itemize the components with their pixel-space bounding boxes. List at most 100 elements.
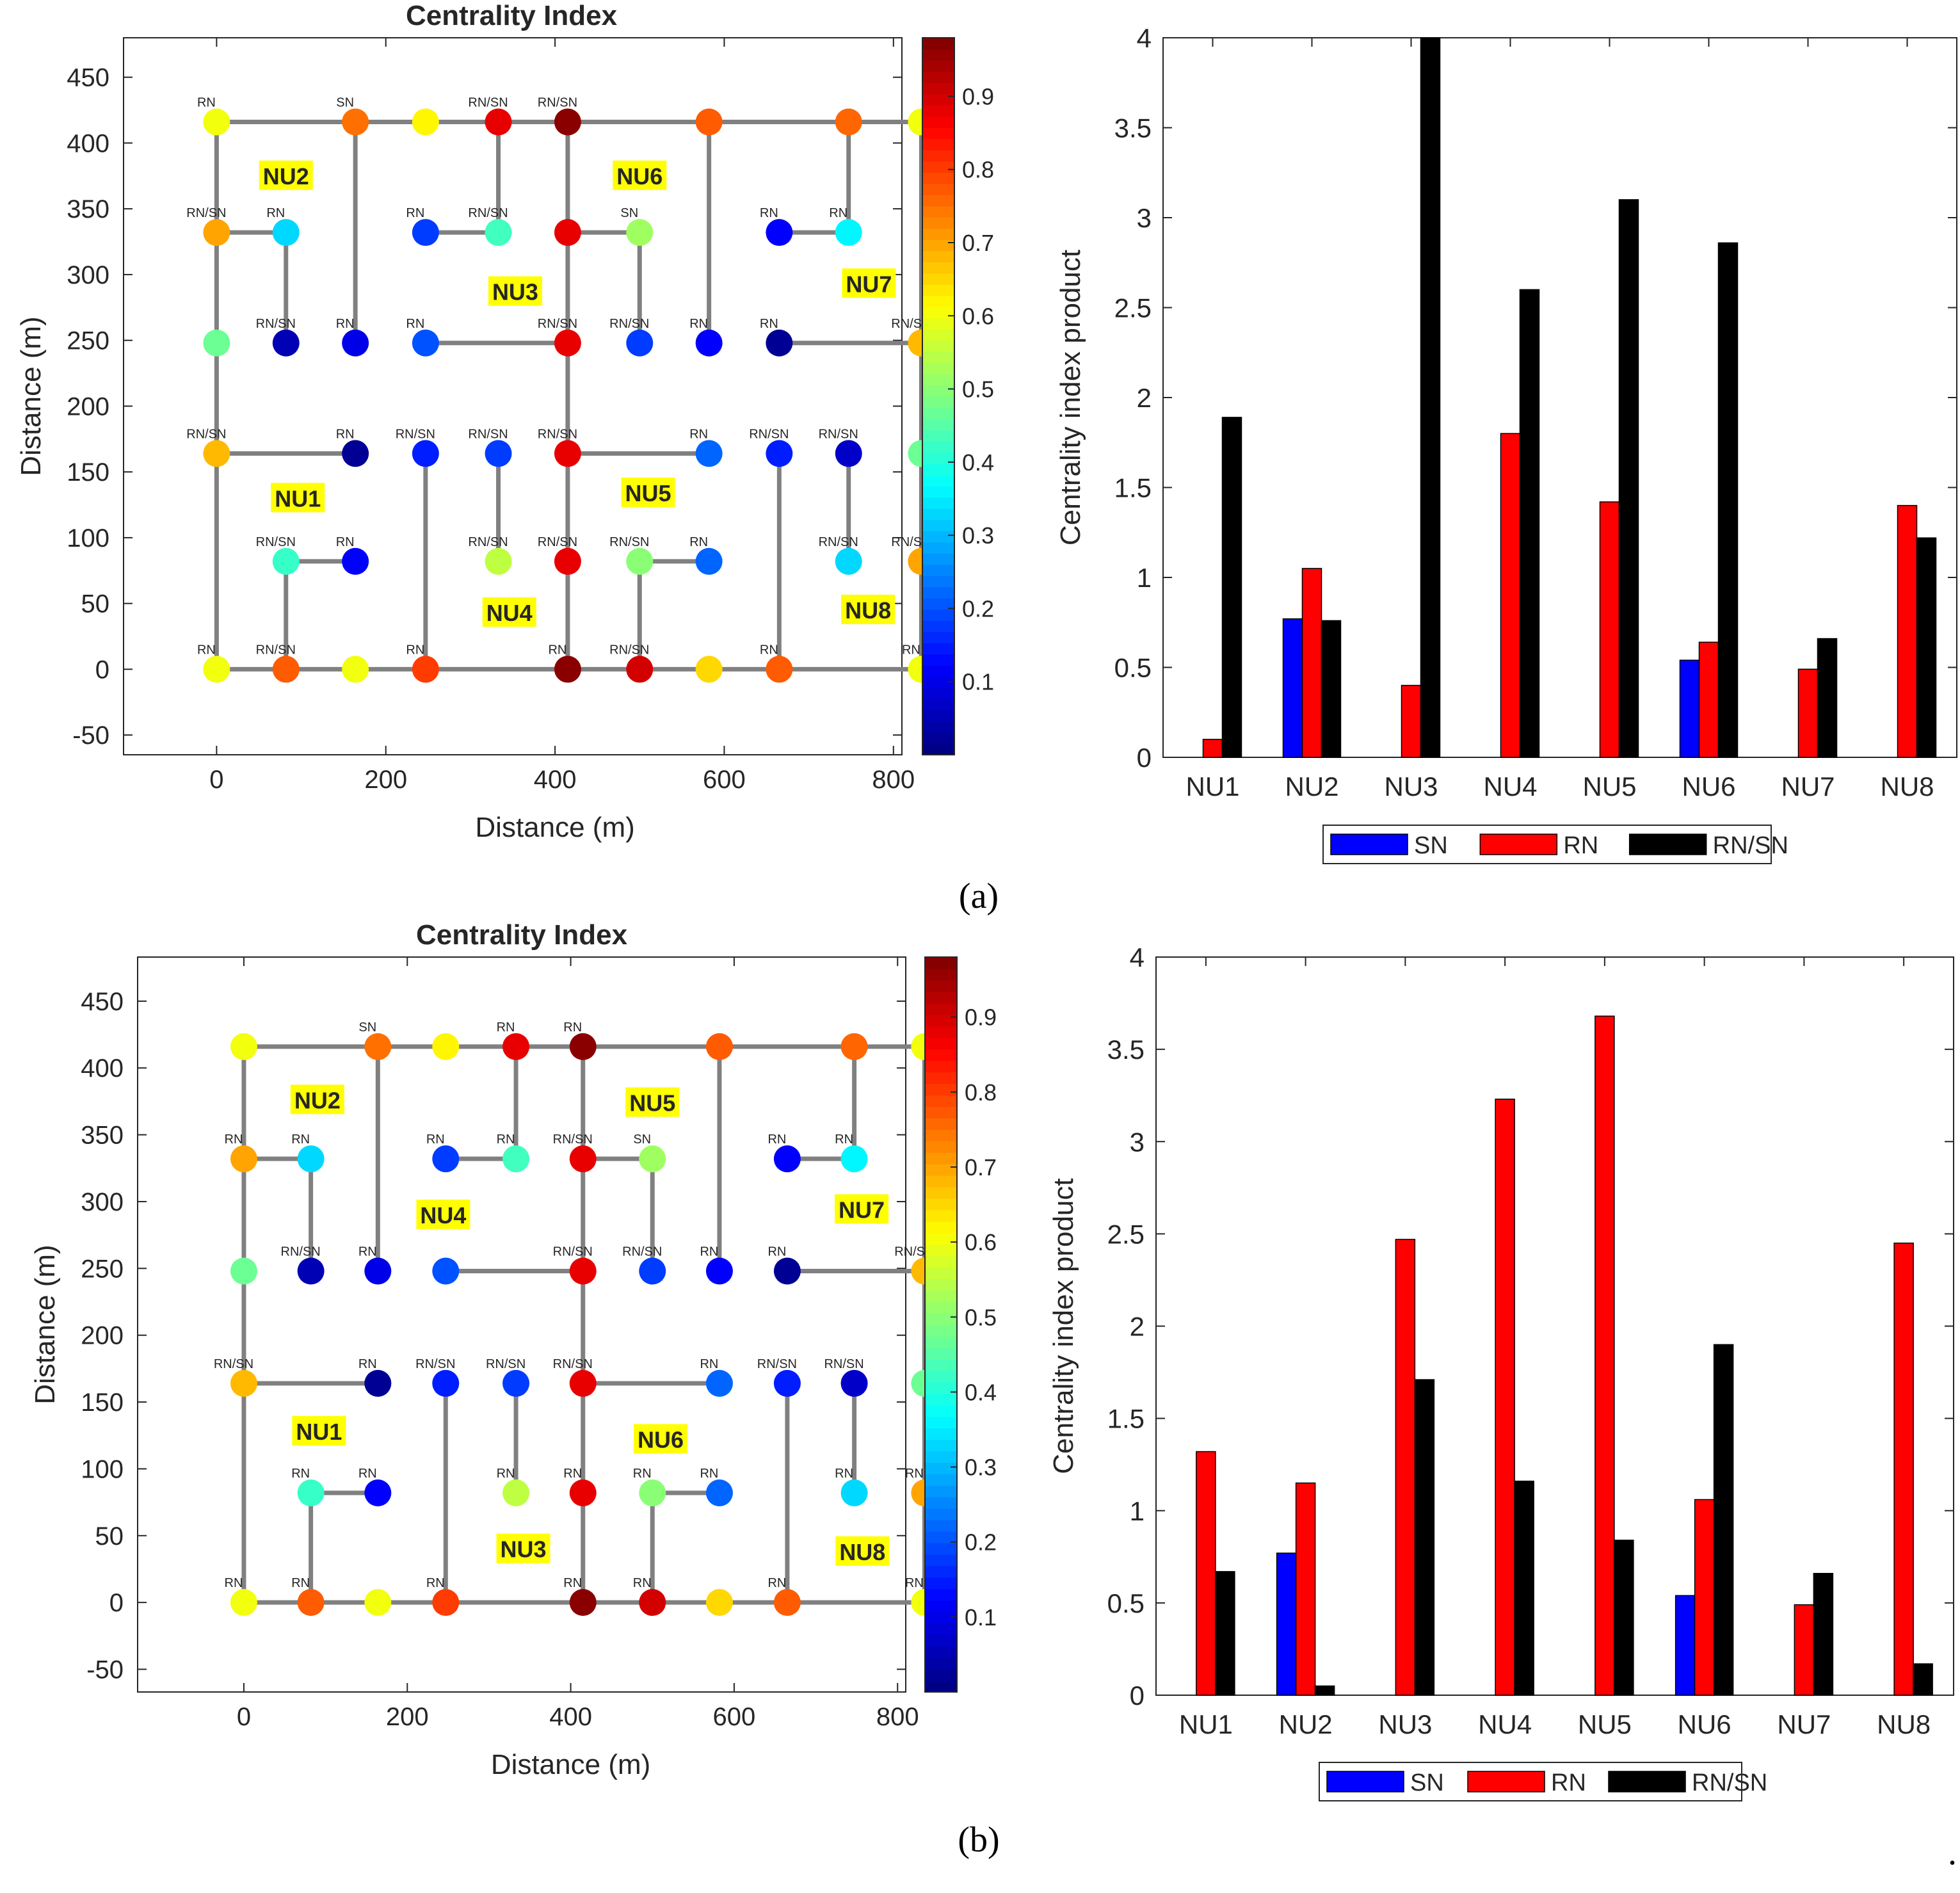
region-label-bg	[613, 160, 667, 190]
x-tick-label: NU3	[1378, 1709, 1432, 1739]
colorbar-segment	[922, 116, 954, 128]
network-node	[203, 329, 230, 357]
y-tick-label: 250	[81, 1255, 124, 1283]
network-node	[766, 656, 793, 683]
node-tag: RN/SN	[468, 535, 508, 549]
bar-rn	[1395, 1239, 1416, 1696]
network-node	[342, 656, 369, 683]
panel-caption-b: (b)	[958, 1820, 999, 1860]
region-label: NU6	[638, 1427, 684, 1453]
colorbar-segment	[925, 1657, 957, 1670]
colorbar-segment	[922, 228, 954, 240]
bar-rn-sn	[1215, 1571, 1235, 1696]
region-label-bg	[259, 160, 313, 190]
node-tag: RN/SN	[553, 1245, 593, 1259]
network-node	[342, 329, 369, 357]
node-tag: RN/SN	[186, 427, 226, 441]
bar-sn	[1276, 1552, 1297, 1696]
network-node	[412, 440, 439, 467]
colorbar-segment	[925, 1060, 957, 1073]
colorbar-segment	[925, 1634, 957, 1647]
colorbar-segment	[922, 508, 954, 520]
y-tick-label: 450	[67, 64, 109, 92]
bar-rn	[1295, 1482, 1316, 1696]
y-tick-label: 4	[1137, 23, 1152, 53]
network-node	[364, 1479, 392, 1506]
node-tag: RN	[700, 1467, 718, 1481]
network-node	[412, 329, 439, 357]
network-node	[272, 329, 300, 357]
colorbar-segment	[922, 262, 954, 274]
node-tag: RN	[291, 1576, 310, 1590]
network-node	[569, 1145, 597, 1173]
network-node	[203, 108, 230, 136]
region-label-bg	[625, 1087, 680, 1117]
network-node	[230, 1145, 257, 1173]
network-node	[342, 547, 369, 575]
network-node	[272, 547, 300, 575]
region-label: NU7	[846, 271, 892, 297]
node-tag: RN	[225, 1576, 243, 1590]
node-tag: SN	[633, 1132, 651, 1147]
node-tag: RN	[291, 1132, 310, 1147]
region-label: NU1	[275, 485, 321, 512]
network-plot-b: Centrality Index 0 200 400 600 800 -50 0 50 100 15…	[29, 919, 997, 1780]
node-tag: RN/SN	[749, 427, 789, 441]
colorbar-segment	[925, 1462, 957, 1474]
network-node	[569, 1369, 597, 1397]
colorbar-segment	[922, 217, 954, 229]
network-node	[705, 1257, 733, 1285]
colorbar-segment	[922, 105, 954, 117]
legend-swatch	[1330, 834, 1408, 855]
colorbar-segment	[925, 1393, 957, 1406]
bar-rn-sn	[1221, 417, 1242, 758]
bar-rn-sn	[1913, 1663, 1933, 1696]
x-tick-label: NU1	[1179, 1709, 1233, 1739]
network-node	[695, 656, 723, 683]
region-label: NU8	[845, 597, 891, 624]
y-tick-label: -50	[72, 721, 109, 750]
bar-rn	[1897, 504, 1918, 758]
colorbar-segment	[922, 452, 954, 464]
node-tag: RN	[336, 427, 355, 441]
colorbar-segment	[925, 1474, 957, 1486]
colorbar-segment	[922, 576, 954, 588]
network-node	[835, 108, 862, 136]
bar-chart-b: 0 0.5 1 1.5 2 2.5 3 3.5 4 NU1 NU2 NU3 NU4 NU5 NU6 NU7 NU…	[1048, 942, 1954, 1801]
region-label: NU5	[625, 480, 671, 506]
node-tag: RN	[767, 1132, 786, 1147]
y-tick-label: 300	[67, 261, 109, 289]
node-tag: RN/SN	[256, 535, 296, 549]
node-tag: RN/SN	[214, 1357, 253, 1371]
network-node	[432, 1369, 460, 1397]
node-tag: RN/SN	[396, 427, 435, 441]
colorbar-segment	[925, 1118, 957, 1130]
x-tick-label: NU5	[1582, 771, 1636, 802]
colorbar-segment	[925, 1095, 957, 1107]
x-tick-label: 600	[703, 766, 746, 794]
node-tag: RN/SN	[468, 206, 508, 220]
node-tag: RN/SN	[538, 535, 577, 549]
colorbar-segment	[925, 1325, 957, 1337]
colorbar-segment	[922, 362, 954, 375]
x-axis-label: Distance (m)	[491, 1749, 650, 1780]
colorbar-segment	[925, 1542, 957, 1555]
colorbar-segment	[922, 419, 954, 431]
colorbar-segment	[922, 273, 954, 285]
node-tag: RN/SN	[609, 643, 649, 657]
node-tag: RN	[835, 1132, 853, 1147]
y-tick-label: 100	[67, 524, 109, 552]
colorbar-segment	[925, 1083, 957, 1096]
x-tick-label: NU3	[1384, 771, 1438, 802]
colorbar-segment	[925, 1129, 957, 1141]
network-node	[297, 1145, 325, 1173]
y-tick-label: 3.5	[1114, 113, 1152, 143]
node-tag: RN/SN	[609, 317, 649, 331]
y-tick-label: 200	[67, 392, 109, 421]
colorbar-segment	[922, 183, 954, 195]
colorbar-segment	[925, 1416, 957, 1429]
y-tick-label: 1	[1137, 563, 1152, 593]
node-tag: RN	[406, 206, 424, 220]
colorbar-segment	[925, 1290, 957, 1302]
node-tag: RN	[497, 1467, 515, 1481]
